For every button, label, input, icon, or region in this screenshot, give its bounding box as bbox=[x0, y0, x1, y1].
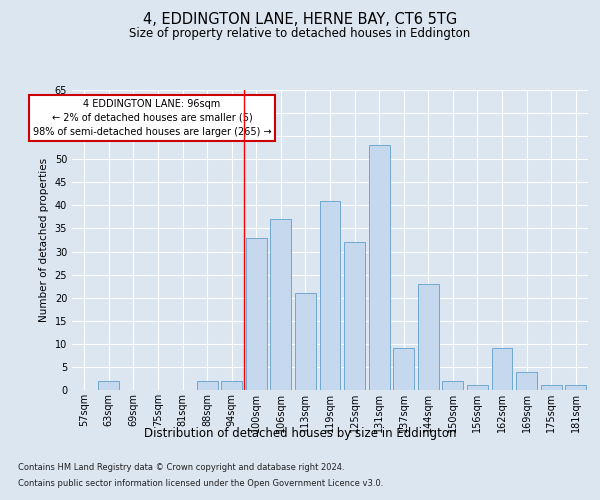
Text: Distribution of detached houses by size in Eddington: Distribution of detached houses by size … bbox=[144, 428, 456, 440]
Bar bbox=[221, 381, 242, 390]
Bar bbox=[541, 386, 562, 390]
Text: Contains public sector information licensed under the Open Government Licence v3: Contains public sector information licen… bbox=[18, 478, 383, 488]
Bar bbox=[197, 381, 218, 390]
Text: 4, EDDINGTON LANE, HERNE BAY, CT6 5TG: 4, EDDINGTON LANE, HERNE BAY, CT6 5TG bbox=[143, 12, 457, 28]
Text: 4 EDDINGTON LANE: 96sqm
← 2% of detached houses are smaller (5)
98% of semi-deta: 4 EDDINGTON LANE: 96sqm ← 2% of detached… bbox=[32, 99, 271, 137]
Bar bbox=[565, 386, 586, 390]
Bar bbox=[295, 293, 316, 390]
Text: Size of property relative to detached houses in Eddington: Size of property relative to detached ho… bbox=[130, 28, 470, 40]
Bar bbox=[418, 284, 439, 390]
Bar bbox=[271, 219, 292, 390]
Bar bbox=[442, 381, 463, 390]
Bar bbox=[491, 348, 512, 390]
Bar bbox=[320, 201, 340, 390]
Bar bbox=[393, 348, 414, 390]
Y-axis label: Number of detached properties: Number of detached properties bbox=[39, 158, 49, 322]
Bar bbox=[516, 372, 537, 390]
Bar bbox=[98, 381, 119, 390]
Bar bbox=[467, 386, 488, 390]
Bar bbox=[246, 238, 267, 390]
Bar bbox=[368, 146, 389, 390]
Bar bbox=[344, 242, 365, 390]
Text: Contains HM Land Registry data © Crown copyright and database right 2024.: Contains HM Land Registry data © Crown c… bbox=[18, 464, 344, 472]
